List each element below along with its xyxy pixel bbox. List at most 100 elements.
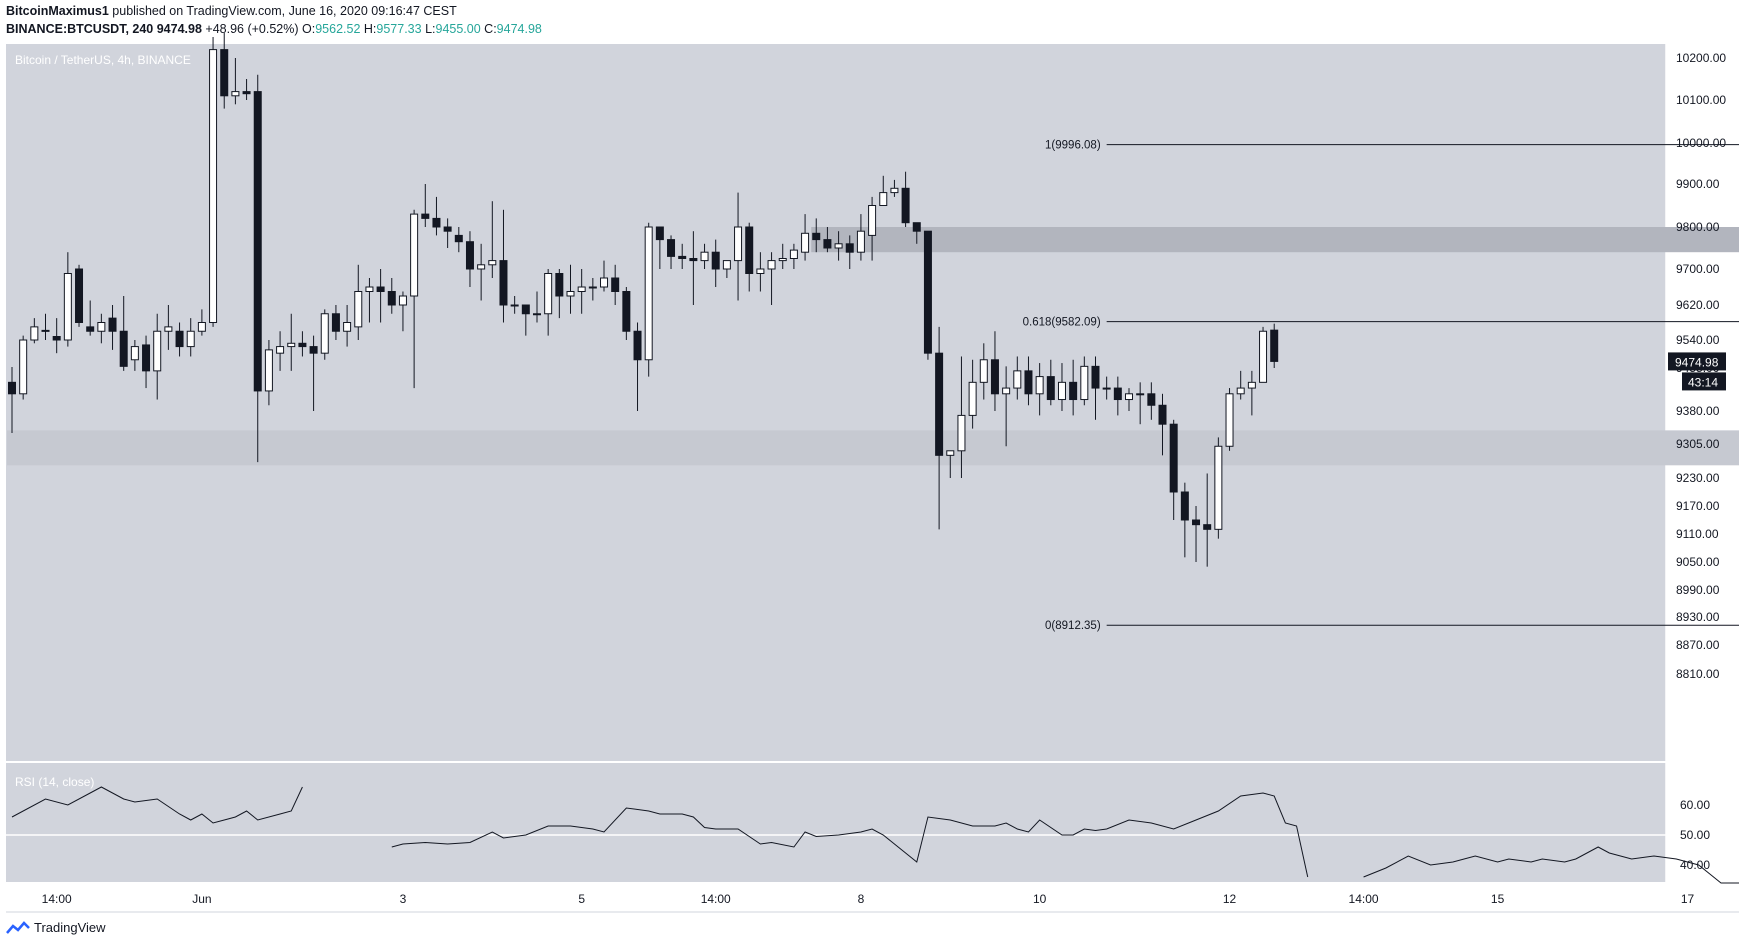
bullish-candle [588, 286, 597, 289]
bearish-candle [52, 336, 61, 341]
bearish-candle [1091, 365, 1100, 389]
fib-level-label: 0.618(9582.09) [1023, 317, 1101, 329]
bearish-candle [1270, 329, 1279, 362]
bullish-candle [488, 260, 497, 266]
bearish-candle [75, 268, 84, 323]
bullish-candle [30, 326, 39, 341]
time-tick-label: 17 [1681, 892, 1695, 906]
bullish-candle [566, 291, 575, 297]
bearish-candle [86, 326, 95, 332]
bearish-candle [1180, 491, 1189, 521]
bullish-candle [957, 414, 966, 452]
bearish-candle [454, 234, 463, 243]
support-resistance-zone [7, 430, 1739, 466]
publish-date: published on TradingView.com, June 16, 2… [112, 4, 457, 18]
bearish-candle [845, 243, 854, 253]
bearish-candle [1169, 423, 1178, 493]
bullish-candle [209, 49, 218, 323]
bearish-candle [465, 241, 474, 270]
footer-brand[interactable]: TradingView [6, 920, 106, 935]
bullish-candle [879, 192, 888, 207]
bearish-candle [667, 239, 676, 257]
tradingview-logo-icon [6, 920, 30, 934]
bearish-candle [1069, 381, 1078, 401]
bullish-candle [1247, 381, 1256, 389]
bullish-candle [197, 322, 206, 332]
bullish-candle [398, 295, 407, 306]
bearish-candle [633, 330, 642, 361]
price-tick-label: 10000.00 [1676, 136, 1726, 150]
price-tick-label: 9170.00 [1676, 499, 1720, 513]
low-label: L: [425, 22, 436, 36]
bullish-candle [264, 349, 273, 392]
time-tick-label: 14:00 [1349, 892, 1379, 906]
fib-level-label: 1(9996.08) [1045, 140, 1101, 152]
close-label: C: [484, 22, 497, 36]
bullish-candle [41, 329, 50, 332]
bullish-candle [700, 251, 709, 262]
high-value: 9577.33 [376, 22, 422, 36]
bullish-candle [186, 330, 195, 348]
bullish-candle [276, 346, 285, 354]
bullish-candle [868, 205, 877, 236]
time-tick-label: Jun [192, 892, 211, 906]
bearish-candle [142, 344, 151, 372]
open-label: O: [302, 22, 316, 36]
price-tick-label: 9380.00 [1676, 404, 1720, 418]
bullish-candle [1259, 330, 1268, 383]
bearish-candle [923, 230, 932, 354]
bullish-candle [153, 330, 162, 372]
price-tick-label: 9900.00 [1676, 177, 1720, 191]
bullish-candle [968, 381, 977, 416]
bearish-candle [309, 346, 318, 354]
rsi-line [391, 792, 1309, 878]
bearish-candle [331, 313, 340, 332]
bearish-candle [298, 342, 307, 348]
open-value: 9562.52 [315, 22, 361, 36]
publish-info: BitcoinMaximus1 published on TradingView… [6, 4, 457, 18]
author-name[interactable]: BitcoinMaximus1 [6, 4, 109, 18]
bearish-candle [108, 317, 117, 332]
bullish-candle [231, 91, 240, 97]
price-tick-label: 9050.00 [1676, 555, 1720, 569]
bullish-candle [343, 322, 352, 332]
bullish-candle [946, 450, 955, 456]
bearish-candle [812, 232, 821, 241]
support-resistance-zone [811, 227, 1739, 253]
bearish-candle [1192, 519, 1201, 526]
bearish-candle [611, 277, 620, 292]
bullish-candle [320, 313, 329, 354]
rsi-pane-bg [6, 763, 1666, 883]
time-tick-label: 14:00 [42, 892, 72, 906]
time-tick-label: 14:00 [701, 892, 731, 906]
price-tick-label: 9305.00 [1676, 437, 1720, 451]
bearish-candle [8, 381, 16, 395]
price-tick-label: 9800.00 [1676, 220, 1720, 234]
bullish-candle [1013, 370, 1022, 389]
time-tick-label: 10 [1033, 892, 1047, 906]
price-tick-label: 8990.00 [1676, 583, 1720, 597]
bearish-candle [421, 213, 430, 219]
price-tick-label: 9700.00 [1676, 262, 1720, 276]
bullish-candle [164, 326, 173, 332]
rsi-tick-label: 40.00 [1680, 858, 1710, 872]
bearish-candle [990, 359, 999, 395]
bearish-candle [521, 304, 530, 315]
bullish-candle [287, 342, 296, 348]
chart-title: Bitcoin / TetherUS, 4h, BINANCE [15, 53, 191, 67]
bullish-candle [1035, 376, 1044, 395]
bullish-candle [756, 268, 765, 274]
bearish-candle [1024, 370, 1033, 395]
bullish-candle [722, 260, 731, 270]
bearish-candle [678, 255, 687, 259]
bullish-candle [1236, 387, 1245, 395]
bearish-candle [912, 222, 921, 232]
bearish-candle [220, 49, 229, 97]
bearish-candle [1158, 404, 1167, 425]
bullish-candle [97, 322, 106, 332]
bullish-candle [834, 243, 843, 249]
bearish-candle [689, 258, 698, 262]
bullish-candle [778, 258, 787, 262]
time-tick-label: 3 [400, 892, 407, 906]
